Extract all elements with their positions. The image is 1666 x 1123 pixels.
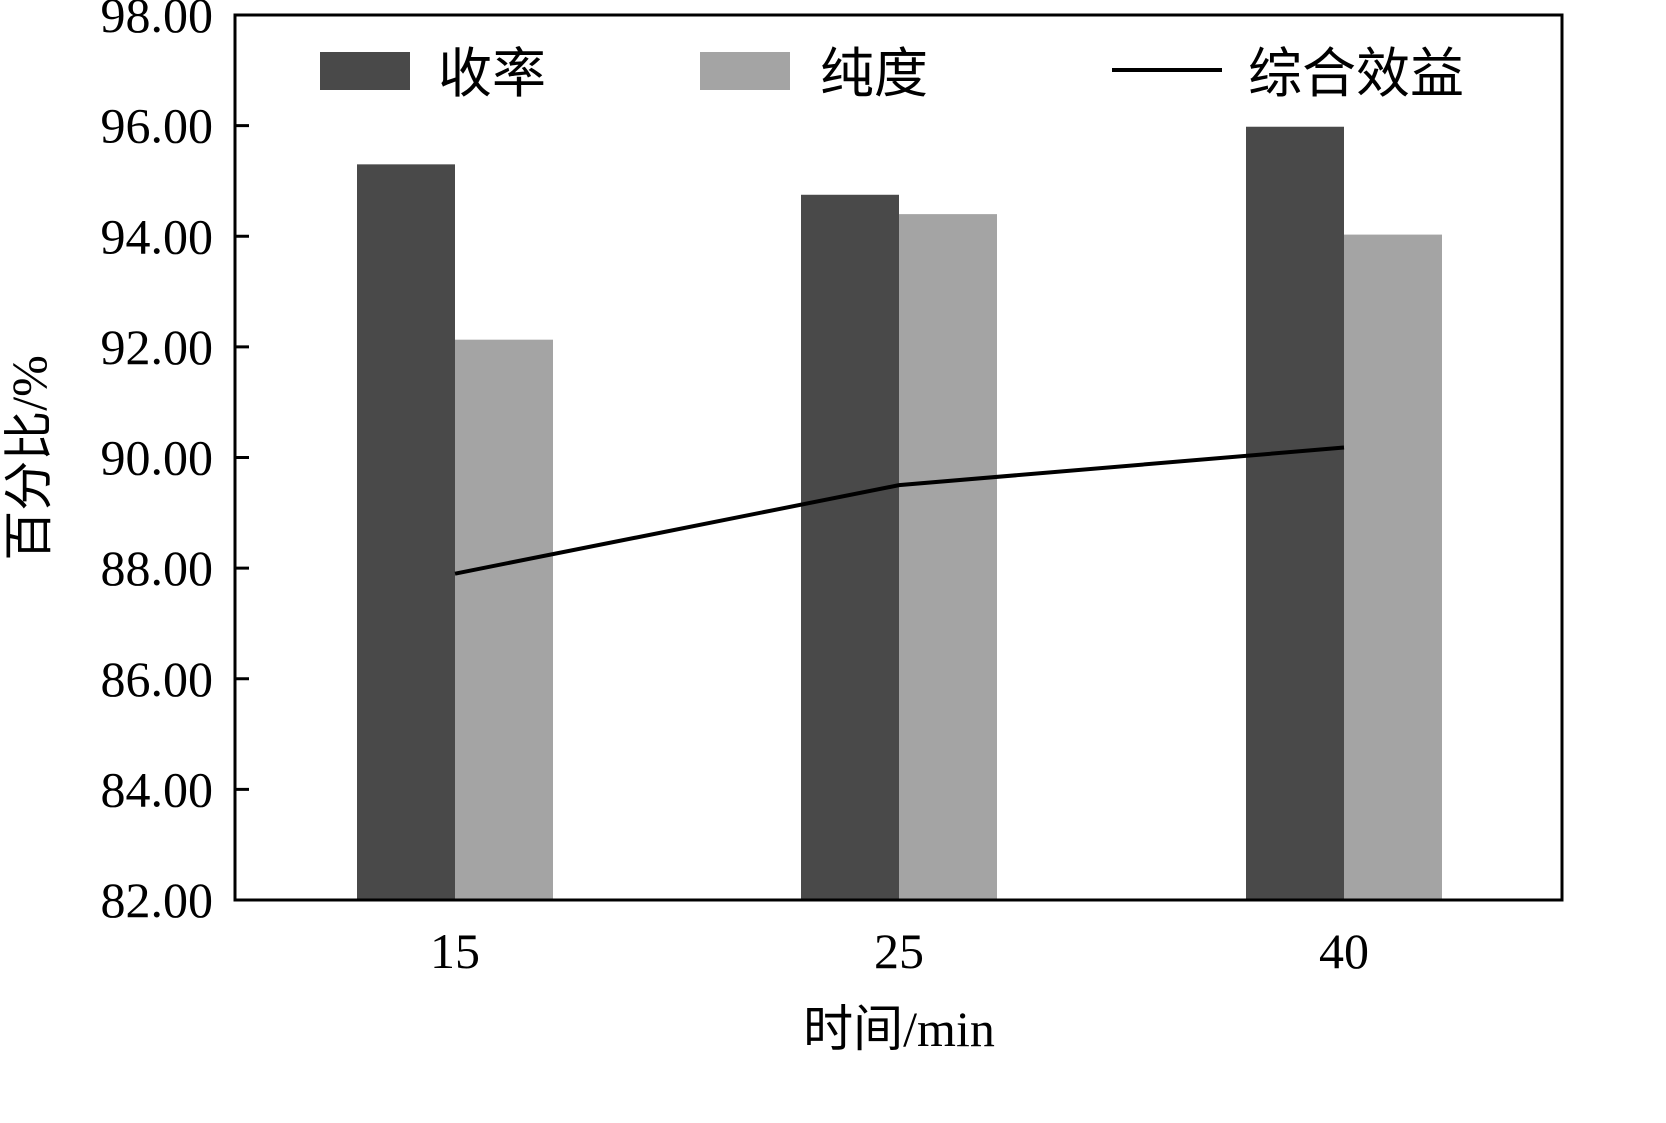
x-tick-label: 25 [874, 923, 924, 979]
legend-label-purity: 纯度 [820, 44, 928, 104]
plot-frame [233, 13, 1564, 902]
purity-bar [1344, 234, 1442, 900]
y-tick-label: 94.00 [101, 208, 214, 264]
yield-bar [801, 194, 899, 900]
y-tick-label: 92.00 [101, 319, 214, 375]
line-series [454, 445, 1345, 576]
y-tick-label: 98.00 [101, 0, 214, 43]
legend-swatch-purity [700, 52, 790, 90]
legend-swatch-yield [320, 52, 410, 90]
benefit-line [454, 445, 1345, 576]
y-tick-label: 90.00 [101, 430, 214, 486]
purity-bar [899, 214, 997, 900]
y-tick-label: 88.00 [101, 540, 214, 596]
legend-label-benefit: 综合效益 [1248, 44, 1464, 104]
yield-bar [1246, 126, 1344, 900]
y-tick-label: 86.00 [101, 651, 214, 707]
x-tick-label: 40 [1319, 923, 1369, 979]
x-tick-label: 15 [430, 923, 480, 979]
y-tick-label: 82.00 [101, 872, 214, 928]
x-axis-title: 时间/min [803, 1001, 995, 1057]
y-axis: 82.00 84.00 86.00 88.00 90.00 92.00 94.00 96.00… [101, 0, 249, 928]
bars [357, 126, 1442, 900]
legend: 收率 纯度 综合效益 [320, 44, 1464, 104]
y-tick-label: 84.00 [101, 761, 214, 817]
yield-bar [357, 164, 455, 900]
purity-bar [455, 339, 553, 900]
y-tick-label: 96.00 [101, 98, 214, 154]
legend-label-yield: 收率 [438, 44, 546, 104]
y-axis-title: 百分比/% [1, 355, 57, 561]
